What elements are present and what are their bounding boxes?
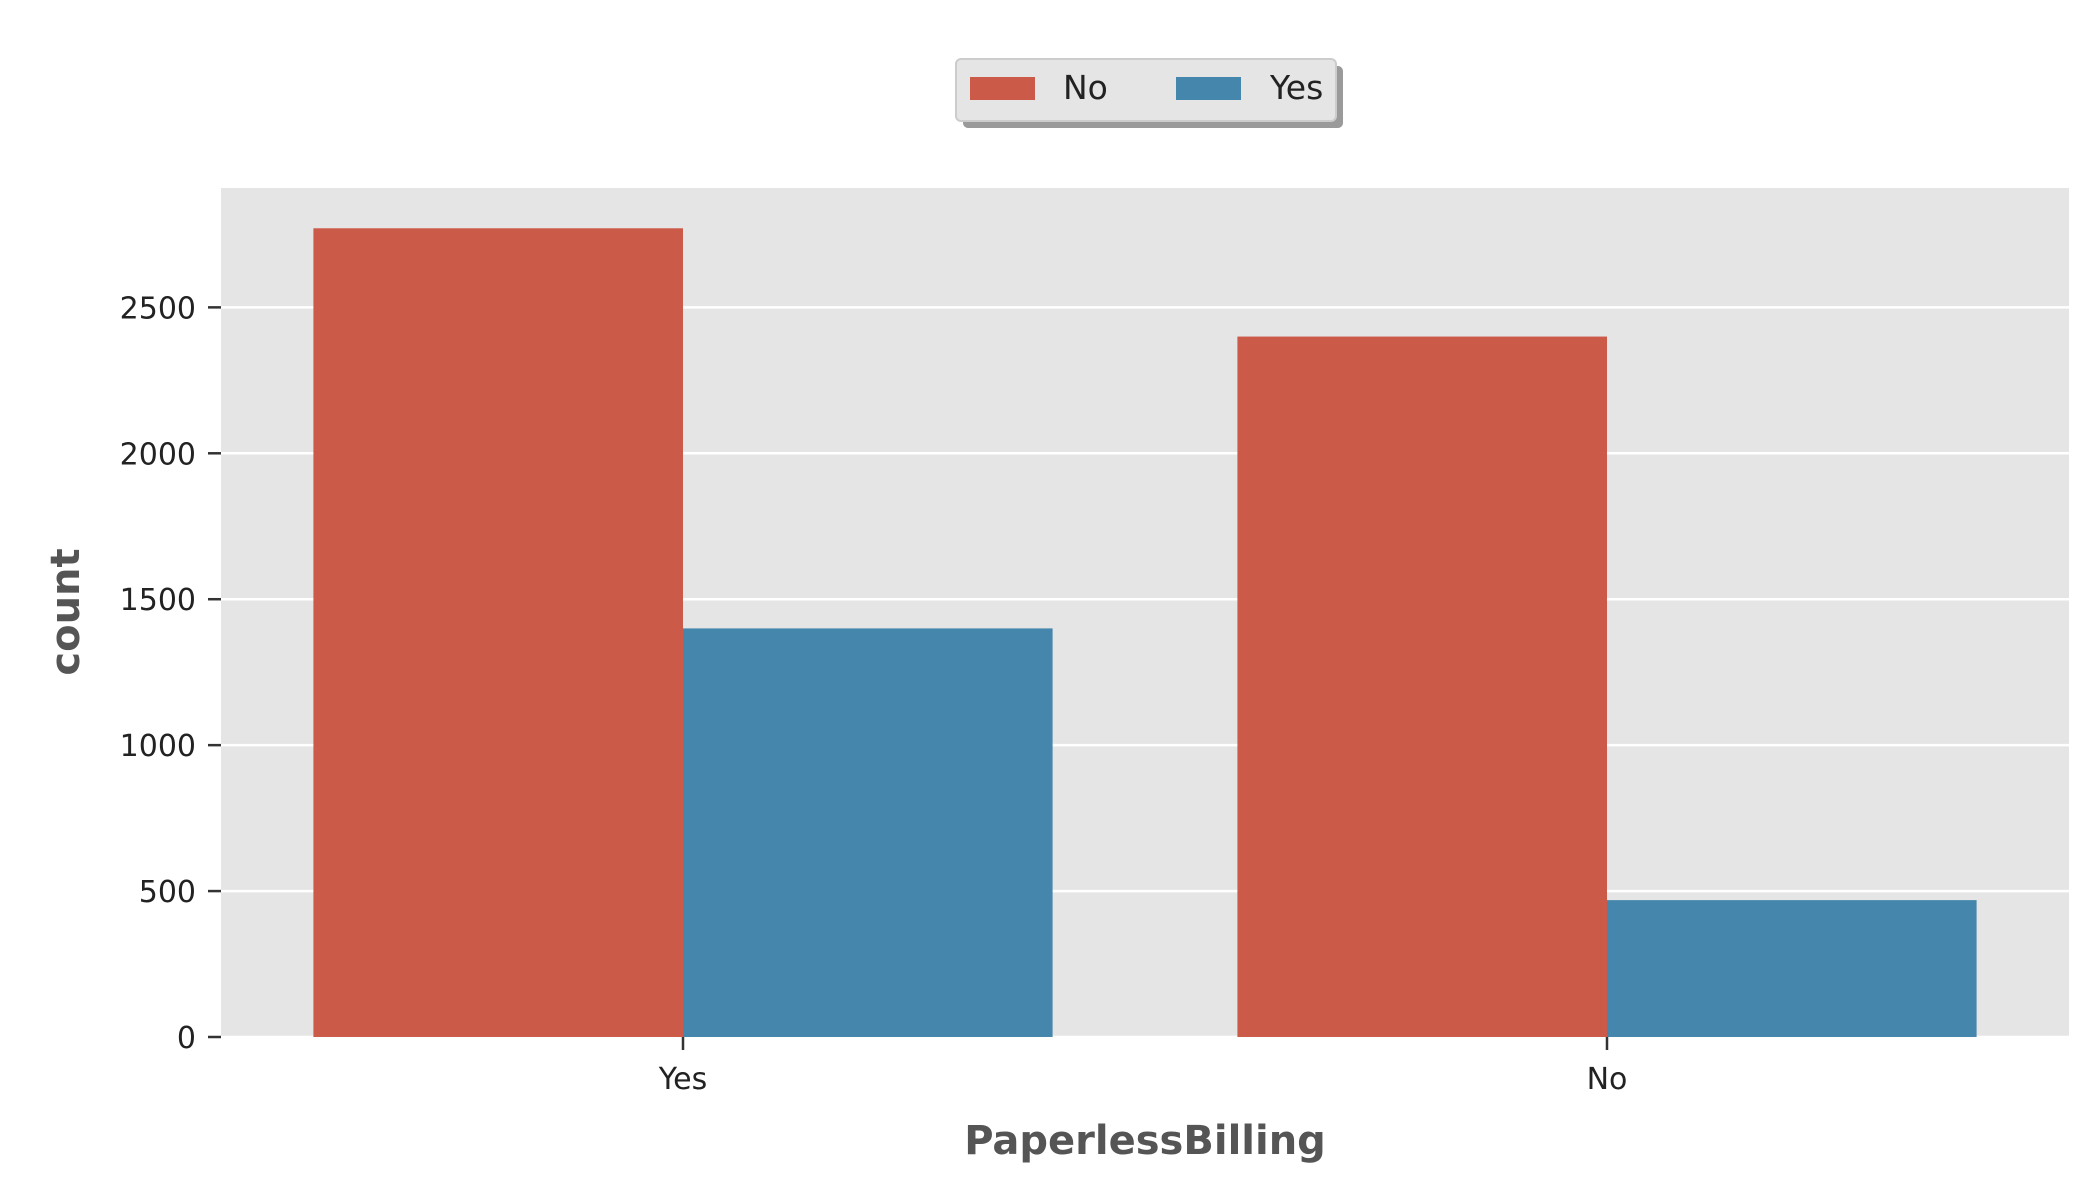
y-tick-label: 500 [139,875,196,910]
legend-box [955,58,1337,122]
y-axis: 0 500 1000 1500 2000 2500 [120,291,221,1056]
y-tick-label: 1000 [120,729,196,764]
x-axis-title: PaperlessBilling [964,1118,1326,1164]
bar-yes-no [1607,900,1977,1037]
y-tick-label: 2500 [120,291,196,326]
y-axis-title: count [43,548,89,675]
bar-no-no [1237,336,1607,1037]
x-tick-label: No [1587,1062,1628,1097]
y-tick-label: 0 [177,1021,196,1056]
legend-swatch-yes [1176,77,1241,100]
legend-label-no: No [1063,68,1108,107]
bar-no-yes [313,228,683,1037]
bar-yes-yes [683,628,1053,1037]
x-axis: Yes No [658,1037,1628,1097]
y-tick-label: 2000 [120,437,196,472]
legend: No Yes [955,58,1343,128]
x-tick-label: Yes [658,1062,707,1097]
y-tick-label: 1500 [120,583,196,618]
legend-label-yes: Yes [1269,68,1323,107]
legend-swatch-no [970,77,1035,100]
bars [313,228,1977,1037]
